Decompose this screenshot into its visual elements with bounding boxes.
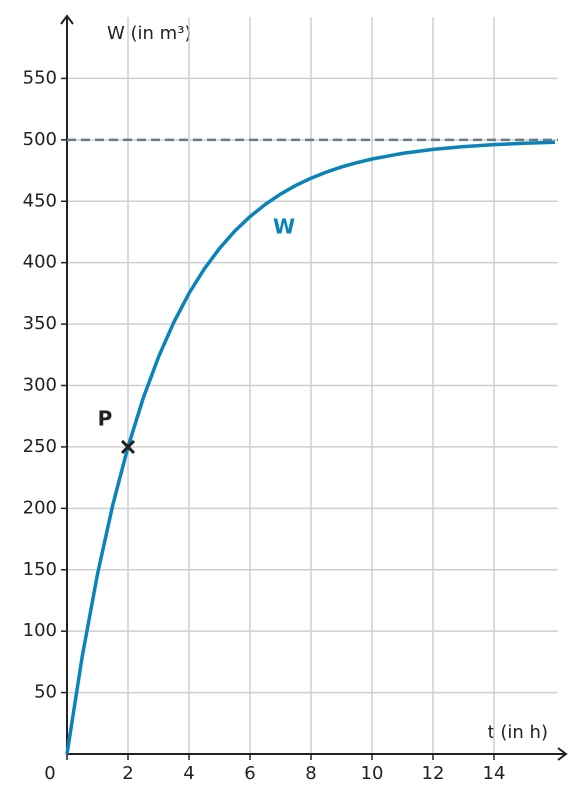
x-axis-arrow bbox=[557, 747, 568, 761]
y-axis-arrow bbox=[60, 14, 74, 25]
x-tick-label: 8 bbox=[305, 763, 316, 784]
y-tick-label: 550 bbox=[23, 67, 57, 88]
y-tick-label: 450 bbox=[23, 190, 57, 211]
y-tick-label: 150 bbox=[23, 559, 57, 580]
x-tick-label: 10 bbox=[361, 763, 384, 784]
y-tick-label: 50 bbox=[34, 682, 57, 703]
x-tick-label: 0 bbox=[44, 763, 55, 784]
y-tick-label: 350 bbox=[23, 313, 57, 334]
y-axis-label: W (in m³) bbox=[107, 23, 191, 44]
x-tick-label: 4 bbox=[183, 763, 194, 784]
x-tick-label: 14 bbox=[483, 763, 506, 784]
y-tick-label: 100 bbox=[23, 620, 57, 641]
curve bbox=[65, 140, 556, 755]
x-tick-label: 2 bbox=[122, 763, 133, 784]
y-tick-label: 300 bbox=[23, 375, 57, 396]
y-tick-label: 500 bbox=[23, 129, 57, 150]
y-tick-label: 200 bbox=[23, 497, 57, 518]
x-axis-label: t (in h) bbox=[488, 722, 548, 743]
point-marker bbox=[120, 439, 136, 454]
x-tick-label: 6 bbox=[244, 763, 255, 784]
curve-label: W bbox=[273, 215, 295, 239]
x-tick-label: 12 bbox=[422, 763, 445, 784]
point-label: P bbox=[98, 406, 113, 430]
y-tick-label: 250 bbox=[23, 436, 57, 457]
y-tick-label: 400 bbox=[23, 252, 57, 273]
